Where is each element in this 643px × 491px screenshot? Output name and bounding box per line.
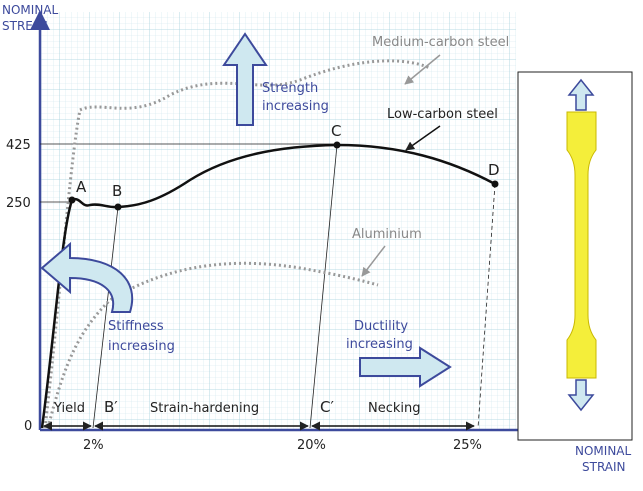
- y-tick-label: 425: [6, 138, 31, 153]
- x-axis-label: NOMINAL: [575, 444, 632, 458]
- leader: [405, 125, 441, 151]
- low-carbon-curve: [40, 143, 496, 429]
- point-label: D: [488, 161, 500, 179]
- annotation: Stiffness: [108, 319, 164, 334]
- points: [68, 141, 499, 211]
- ductility-arrow: [359, 346, 452, 388]
- leader: [404, 54, 441, 85]
- x-tick-label: 2%: [83, 438, 104, 453]
- curve-label: Medium-carbon steel: [372, 35, 509, 50]
- annotation: Strength: [262, 81, 318, 96]
- curve-label: Aluminium: [352, 227, 422, 242]
- region-label: Yield: [53, 401, 85, 416]
- point-label: C′: [320, 398, 334, 416]
- x-tick-label: 20%: [297, 438, 326, 453]
- y-axis-label: NOMINAL: [2, 3, 59, 17]
- tension-arrow: [567, 379, 595, 412]
- tension-arrow: [567, 78, 595, 111]
- leader: [361, 245, 386, 277]
- point-label: A: [76, 178, 87, 196]
- origin-label: 0: [24, 419, 32, 434]
- point-label: B′: [104, 398, 118, 416]
- point-label: B: [112, 182, 122, 200]
- region-label: Strain-hardening: [150, 401, 259, 416]
- reference-lines: [40, 143, 496, 429]
- region-label: Necking: [368, 401, 421, 416]
- curve-label: Low-carbon steel: [387, 107, 498, 122]
- annotation: increasing: [262, 99, 329, 114]
- point-label: C: [331, 122, 341, 140]
- annotation: increasing: [108, 339, 175, 354]
- specimen: [566, 111, 597, 379]
- x-axis-label: STRAIN: [582, 460, 626, 474]
- annotation: increasing: [346, 337, 413, 352]
- annotation: Ductility: [354, 319, 408, 334]
- y-tick-label: 250: [6, 196, 31, 211]
- x-tick-label: 25%: [453, 438, 482, 453]
- y-axis-label: STRESS: [2, 19, 48, 33]
- strength-arrow: [222, 32, 268, 126]
- stiffness-arrow: [40, 241, 134, 313]
